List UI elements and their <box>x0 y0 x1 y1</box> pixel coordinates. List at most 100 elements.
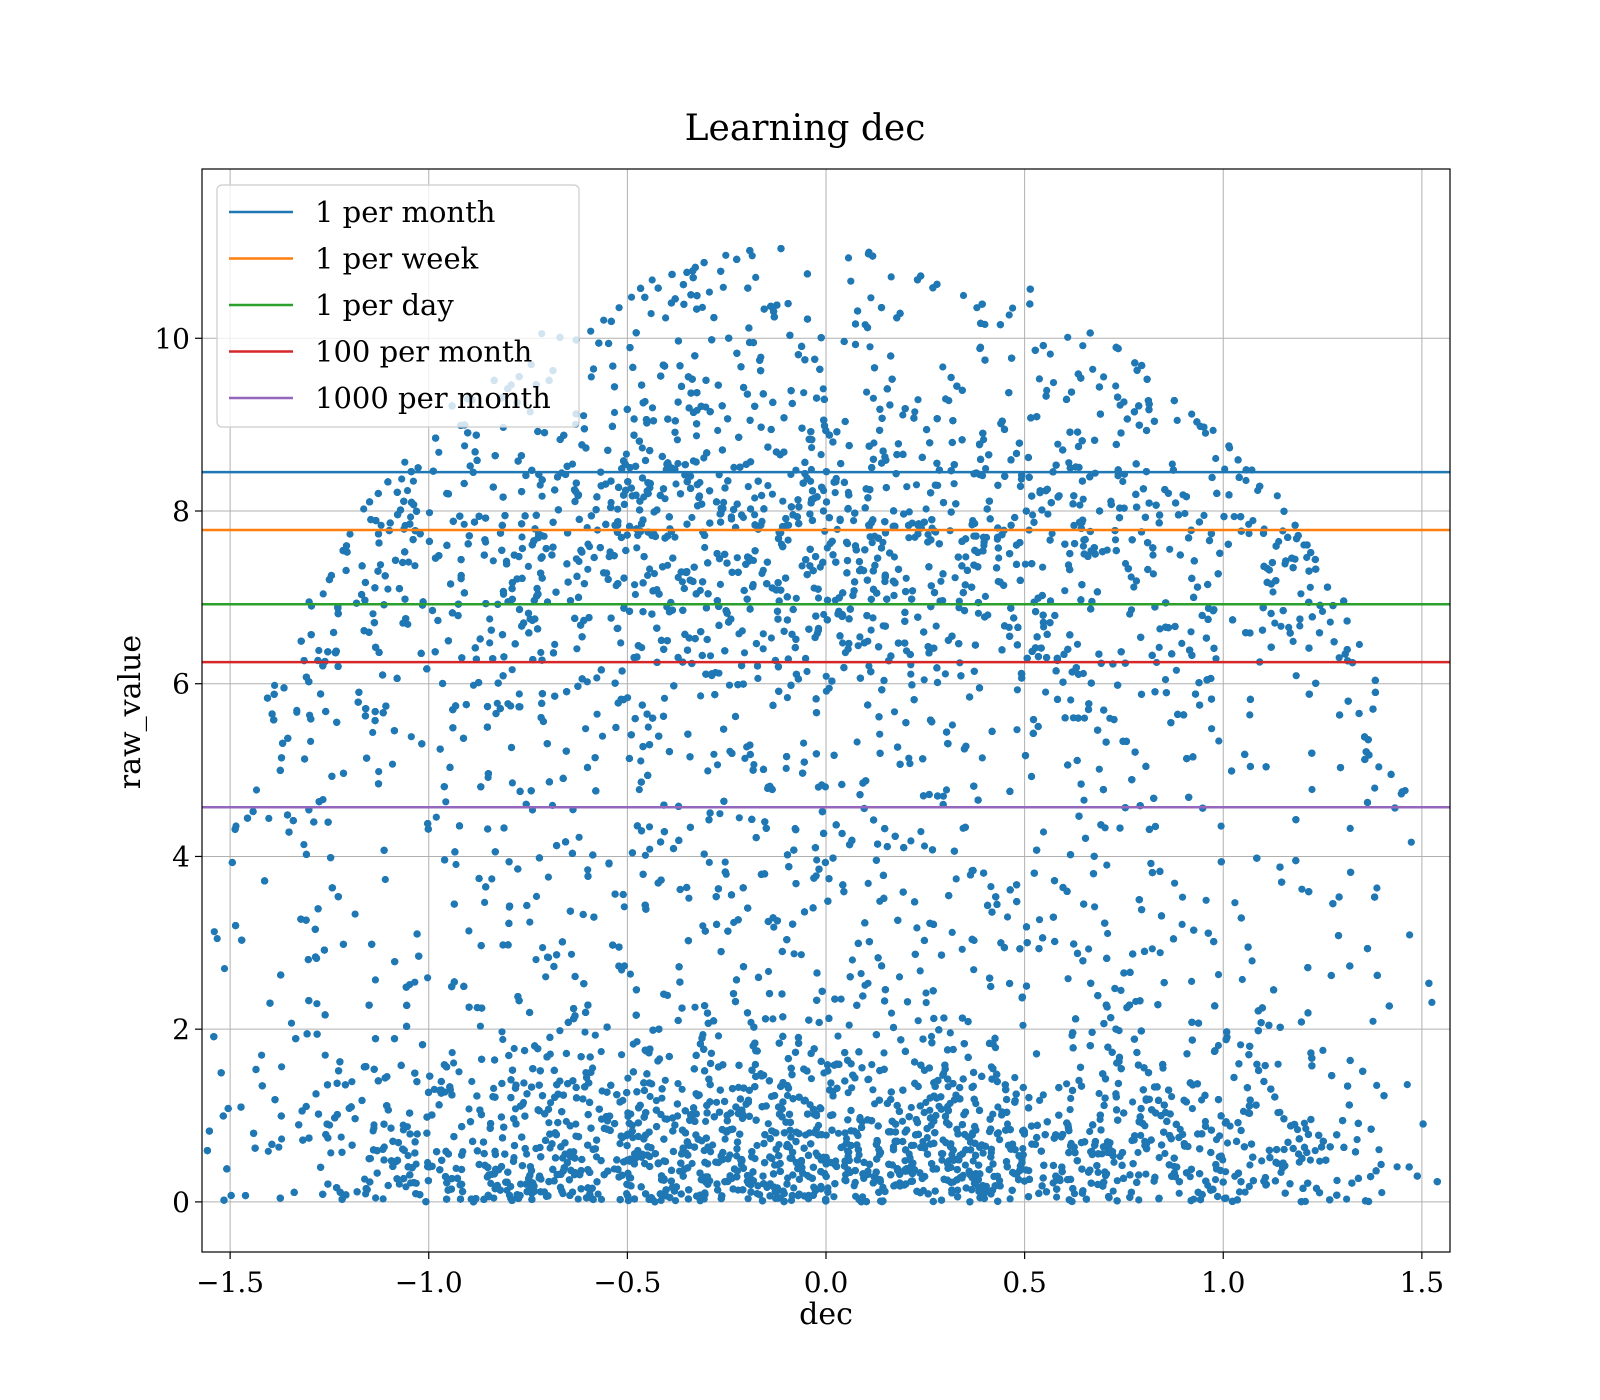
scatter-point <box>830 1193 838 1201</box>
scatter-point <box>1393 1163 1401 1171</box>
scatter-point <box>751 494 759 502</box>
scatter-point <box>735 630 743 638</box>
scatter-point <box>264 1147 272 1155</box>
scatter-point <box>1245 530 1253 538</box>
scatter-point <box>1230 513 1238 521</box>
scatter-point <box>1095 765 1103 773</box>
scatter-point <box>660 694 669 702</box>
scatter-point <box>405 558 413 566</box>
scatter-point <box>1073 640 1082 648</box>
scatter-point <box>1238 975 1246 984</box>
scatter-point <box>1064 333 1072 341</box>
scatter-point <box>265 814 273 823</box>
scatter-point <box>1066 1106 1074 1114</box>
scatter-point <box>922 989 930 997</box>
scatter-point <box>744 483 752 491</box>
scatter-point <box>823 544 831 552</box>
scatter-point <box>920 676 928 684</box>
scatter-point <box>1211 1176 1220 1184</box>
scatter-point <box>646 565 654 573</box>
scatter-point <box>1119 477 1127 486</box>
scatter-point <box>1142 1170 1150 1178</box>
scatter-point <box>307 737 315 746</box>
scatter-point <box>1201 429 1210 437</box>
scatter-point <box>705 288 714 296</box>
scatter-point <box>920 842 929 850</box>
scatter-point <box>673 436 682 444</box>
scatter-point <box>969 1157 977 1165</box>
scatter-point <box>376 561 385 569</box>
scatter-point <box>792 594 800 602</box>
scatter-point <box>258 1051 266 1059</box>
scatter-point <box>1079 542 1087 550</box>
scatter-point <box>610 408 619 417</box>
scatter-point <box>709 1141 717 1149</box>
scatter-point <box>637 757 645 765</box>
scatter-point <box>545 1119 553 1127</box>
scatter-point <box>626 970 635 978</box>
scatter-point <box>813 856 821 864</box>
scatter-point <box>1080 714 1089 722</box>
scatter-point <box>624 1074 632 1082</box>
scatter-point <box>692 432 701 440</box>
scatter-point <box>848 1084 856 1092</box>
scatter-point <box>271 681 279 690</box>
scatter-point <box>542 973 550 981</box>
scatter-point <box>647 310 655 318</box>
scatter-point <box>713 1098 721 1106</box>
scatter-point <box>800 739 808 747</box>
scatter-point <box>1245 1182 1253 1190</box>
scatter-point <box>817 451 825 459</box>
scatter-point <box>1079 495 1087 503</box>
scatter-point <box>876 1096 884 1104</box>
scatter-point <box>950 480 958 488</box>
scatter-point <box>710 750 718 758</box>
scatter-point <box>759 645 767 653</box>
scatter-point <box>767 634 776 642</box>
scatter-point <box>735 814 743 822</box>
scatter-point <box>614 505 622 513</box>
scatter-point <box>1274 1060 1282 1068</box>
scatter-point <box>432 813 440 821</box>
scatter-point <box>1076 501 1084 509</box>
scatter-point <box>508 779 516 787</box>
scatter-point <box>1103 861 1111 869</box>
scatter-point <box>372 1194 380 1202</box>
scatter-point <box>834 1129 843 1137</box>
scatter-point <box>1155 1154 1163 1162</box>
scatter-point <box>740 649 749 657</box>
scatter-point <box>1355 640 1363 649</box>
scatter-point <box>468 1077 476 1086</box>
scatter-point <box>807 1075 816 1083</box>
scatter-point <box>841 1129 849 1137</box>
scatter-point <box>1175 1189 1183 1197</box>
scatter-point <box>442 798 450 806</box>
scatter-point <box>1306 1156 1314 1164</box>
scatter-point <box>1067 1094 1075 1102</box>
scatter-point <box>402 1183 410 1191</box>
scatter-point <box>1242 476 1250 485</box>
scatter-point <box>1245 520 1253 528</box>
scatter-point <box>814 594 823 602</box>
scatter-point <box>698 303 707 311</box>
scatter-point <box>922 1098 930 1107</box>
scatter-point <box>914 396 922 404</box>
scatter-point <box>1113 1177 1121 1185</box>
scatter-point <box>1178 893 1187 901</box>
scatter-point <box>465 1105 473 1113</box>
scatter-point <box>905 534 913 542</box>
scatter-point <box>567 950 576 958</box>
scatter-point <box>994 1103 1002 1111</box>
scatter-point <box>424 974 432 982</box>
scatter-point <box>853 738 861 746</box>
scatter-point <box>644 571 652 580</box>
scatter-point <box>1300 1119 1308 1127</box>
scatter-point <box>906 760 914 768</box>
scatter-point <box>346 530 354 538</box>
scatter-point <box>1048 529 1056 538</box>
scatter-point <box>455 1068 463 1076</box>
scatter-point <box>598 732 607 740</box>
scatter-point <box>1237 1041 1245 1049</box>
scatter-point <box>597 1195 606 1203</box>
scatter-point <box>508 666 516 674</box>
